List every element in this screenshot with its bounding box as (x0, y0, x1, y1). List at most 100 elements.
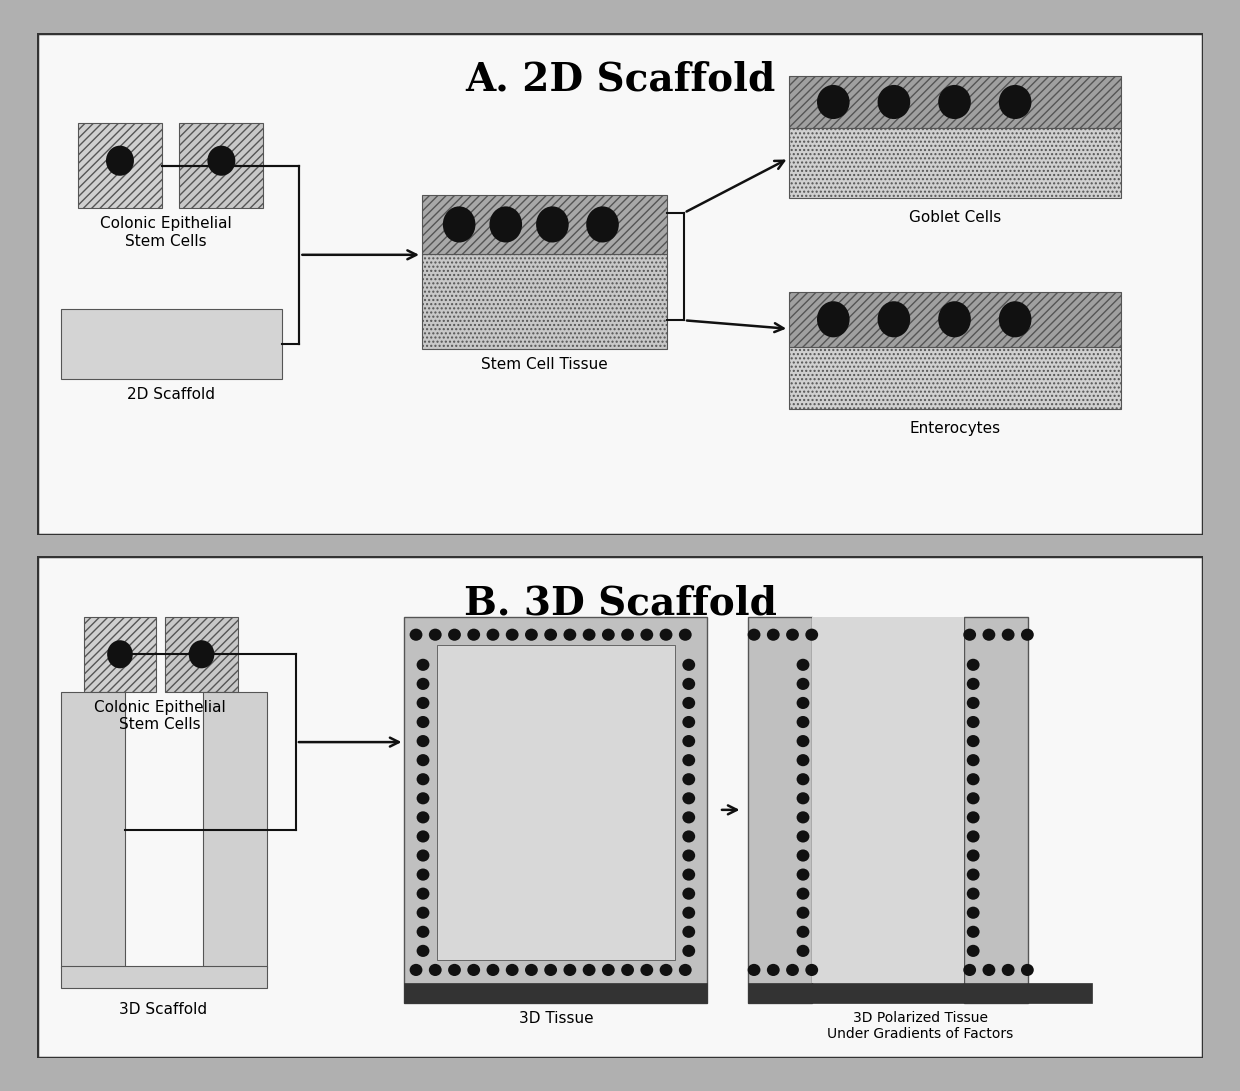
Text: A. 2D Scaffold: A. 2D Scaffold (465, 61, 775, 99)
Ellipse shape (967, 735, 980, 747)
Ellipse shape (682, 659, 696, 671)
Ellipse shape (682, 830, 696, 842)
Ellipse shape (796, 830, 810, 842)
Ellipse shape (967, 850, 980, 862)
Ellipse shape (417, 754, 429, 766)
Ellipse shape (601, 963, 615, 976)
Ellipse shape (525, 963, 538, 976)
Ellipse shape (583, 963, 595, 976)
Ellipse shape (796, 888, 810, 900)
Bar (61, 309, 281, 379)
Ellipse shape (640, 628, 653, 640)
Text: Colonic Epithelial
Stem Cells: Colonic Epithelial Stem Cells (94, 700, 226, 732)
Ellipse shape (817, 85, 849, 119)
Ellipse shape (796, 812, 810, 824)
Ellipse shape (786, 963, 799, 976)
Ellipse shape (967, 678, 980, 690)
Ellipse shape (467, 963, 480, 976)
Ellipse shape (967, 792, 980, 804)
Ellipse shape (796, 716, 810, 728)
Ellipse shape (796, 868, 810, 880)
Ellipse shape (544, 628, 557, 640)
Ellipse shape (682, 868, 696, 880)
Ellipse shape (621, 963, 634, 976)
Ellipse shape (766, 628, 780, 640)
Ellipse shape (506, 628, 518, 640)
Ellipse shape (967, 926, 980, 938)
Ellipse shape (601, 628, 615, 640)
Bar (422, 253, 667, 349)
Ellipse shape (417, 678, 429, 690)
Ellipse shape (967, 754, 980, 766)
Ellipse shape (967, 812, 980, 824)
Bar (812, 616, 963, 983)
Ellipse shape (417, 907, 429, 919)
Ellipse shape (963, 963, 976, 976)
Ellipse shape (796, 735, 810, 747)
Ellipse shape (417, 868, 429, 880)
Ellipse shape (878, 301, 910, 337)
Bar (789, 291, 1121, 347)
Bar (180, 123, 263, 208)
Text: 3D Scaffold: 3D Scaffold (119, 1002, 207, 1017)
Ellipse shape (409, 963, 423, 976)
Text: Colonic Epithelial
Stem Cells: Colonic Epithelial Stem Cells (99, 216, 232, 249)
Bar (84, 616, 156, 692)
Bar (202, 692, 267, 968)
Ellipse shape (939, 301, 971, 337)
Bar (436, 645, 675, 960)
Bar (789, 76, 1121, 128)
Ellipse shape (1021, 963, 1034, 976)
Ellipse shape (417, 774, 429, 786)
Ellipse shape (429, 963, 441, 976)
Ellipse shape (999, 301, 1032, 337)
Ellipse shape (678, 963, 692, 976)
Ellipse shape (682, 678, 696, 690)
Ellipse shape (963, 628, 976, 640)
Ellipse shape (621, 628, 634, 640)
Bar (789, 128, 1121, 199)
Text: 3D Polarized Tissue
Under Gradients of Factors: 3D Polarized Tissue Under Gradients of F… (827, 1011, 1013, 1041)
Ellipse shape (999, 85, 1032, 119)
Ellipse shape (967, 830, 980, 842)
Ellipse shape (448, 963, 461, 976)
Ellipse shape (682, 697, 696, 709)
Ellipse shape (796, 659, 810, 671)
Ellipse shape (486, 963, 500, 976)
Ellipse shape (878, 85, 910, 119)
Ellipse shape (525, 628, 538, 640)
Ellipse shape (660, 963, 672, 976)
Ellipse shape (417, 792, 429, 804)
Ellipse shape (107, 640, 133, 669)
Ellipse shape (967, 907, 980, 919)
Ellipse shape (982, 963, 996, 976)
Ellipse shape (417, 888, 429, 900)
Bar (78, 123, 162, 208)
Bar (404, 983, 707, 1003)
Ellipse shape (805, 628, 818, 640)
Ellipse shape (429, 628, 441, 640)
Bar (748, 983, 1092, 1003)
Ellipse shape (443, 206, 475, 242)
Ellipse shape (796, 678, 810, 690)
Ellipse shape (563, 963, 577, 976)
Ellipse shape (583, 628, 595, 640)
Ellipse shape (967, 888, 980, 900)
Ellipse shape (207, 145, 236, 176)
Ellipse shape (682, 735, 696, 747)
Bar (422, 195, 667, 253)
Ellipse shape (678, 628, 692, 640)
Text: Goblet Cells: Goblet Cells (909, 211, 1001, 226)
Ellipse shape (967, 697, 980, 709)
Ellipse shape (417, 830, 429, 842)
Ellipse shape (417, 850, 429, 862)
Ellipse shape (982, 628, 996, 640)
Ellipse shape (682, 716, 696, 728)
Ellipse shape (536, 206, 569, 242)
Ellipse shape (766, 963, 780, 976)
Bar (748, 616, 812, 1003)
Ellipse shape (467, 628, 480, 640)
Ellipse shape (682, 945, 696, 957)
Ellipse shape (967, 945, 980, 957)
Ellipse shape (682, 792, 696, 804)
